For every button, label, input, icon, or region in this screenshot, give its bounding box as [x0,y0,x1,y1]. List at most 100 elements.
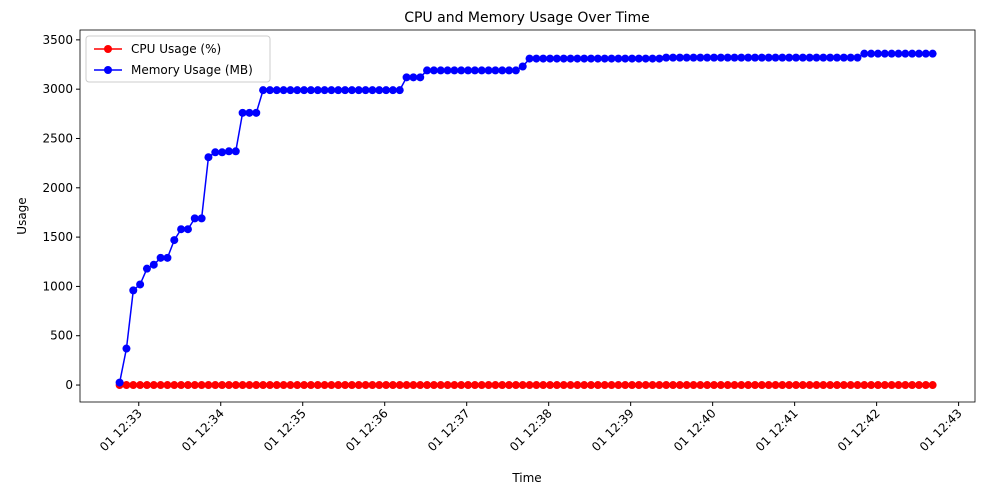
data-point [710,381,719,390]
data-point [552,381,561,390]
data-point [436,381,445,390]
data-point [873,49,882,58]
data-point [566,381,575,390]
data-point [395,381,404,390]
data-point [375,381,384,390]
data-point [313,381,322,390]
data-point [532,381,541,390]
data-point [798,381,807,390]
data-point [327,86,336,95]
data-point [436,66,445,75]
data-point [163,253,172,262]
data-point [539,381,548,390]
data-point [423,66,432,75]
data-point [648,54,657,63]
data-point [177,381,186,390]
data-point [409,73,418,82]
data-point [231,147,240,156]
data-point [115,378,124,387]
data-point [607,381,616,390]
legend-marker [104,45,112,53]
data-point [300,381,309,390]
x-tick-label: 01 12:40 [671,406,719,454]
data-point [600,54,609,63]
data-point [928,49,937,58]
data-point [703,53,712,62]
data-point [778,381,787,390]
y-tick-label: 3000 [42,82,73,96]
legend-box [85,35,271,83]
data-point [737,53,746,62]
data-point [792,381,800,390]
data-point [792,53,800,62]
data-point [751,381,760,390]
data-point [382,86,391,95]
data-point [675,381,684,390]
data-point [231,381,240,390]
x-tick-label: 01 12:33 [97,406,145,454]
data-point [628,54,637,63]
data-point [908,49,917,58]
y-tick-label: 1000 [42,279,73,293]
data-point [771,381,780,390]
data-point [744,381,753,390]
data-point [423,381,432,390]
y-tick-label: 500 [50,329,73,343]
data-point [894,381,903,390]
data-point [621,54,630,63]
data-point [867,49,876,58]
data-point [450,66,459,75]
data-point [163,381,172,390]
data-point [347,381,356,390]
data-point [716,381,725,390]
x-tick-label: 01 12:43 [917,406,965,454]
data-point [846,53,855,62]
data-point [354,381,363,390]
data-point [470,381,479,390]
data-point [211,381,220,390]
data-point [928,381,937,390]
data-point [382,381,391,390]
data-point [149,260,158,269]
series-line [118,52,933,383]
data-point [600,381,609,390]
data-point [593,54,602,63]
data-point [873,381,882,390]
data-point [457,66,466,75]
data-point [580,381,589,390]
data-point [723,381,732,390]
data-point [587,54,596,63]
data-point [614,381,623,390]
data-point [409,381,418,390]
data-point [696,53,705,62]
data-point [689,53,698,62]
x-tick-label: 01 12:42 [835,406,883,454]
data-point [218,148,227,157]
data-point [634,381,643,390]
data-point [429,381,438,390]
data-point [252,381,261,390]
data-point [546,381,555,390]
data-point [798,53,807,62]
data-point [361,86,370,95]
data-point [546,54,555,63]
plot-frame [79,29,976,403]
data-point [498,381,507,390]
data-point [170,236,179,245]
data-point [224,381,233,390]
data-point [156,253,165,262]
data-point [416,73,425,82]
data-point [375,86,384,95]
data-point [265,86,274,95]
data-point [662,381,671,390]
legend-label: Memory Usage (MB) [131,63,253,77]
data-point [853,381,862,390]
x-tick-label: 01 12:37 [425,406,473,454]
data-point [518,381,527,390]
data-point [634,54,643,63]
data-point [484,381,493,390]
data-point [136,381,145,390]
data-point [614,54,623,63]
data-point [136,280,145,289]
data-point [129,381,138,390]
